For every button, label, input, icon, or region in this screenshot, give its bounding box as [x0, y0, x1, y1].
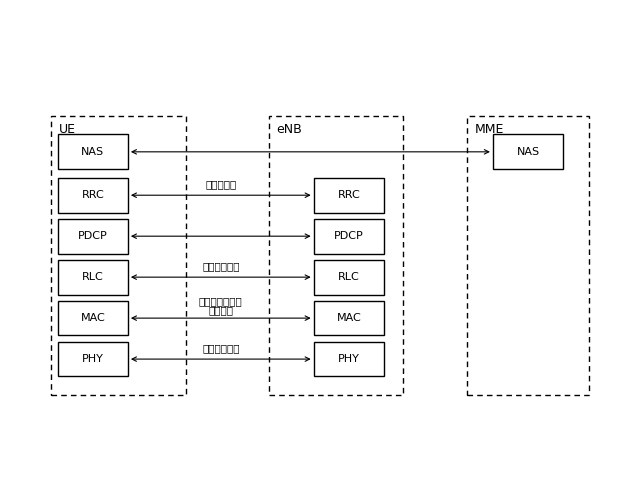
Text: 論理チャネル: 論理チャネル: [202, 261, 239, 271]
Bar: [58, 178, 128, 213]
Text: 無線ベアラ: 無線ベアラ: [205, 179, 236, 189]
Bar: [269, 116, 403, 395]
Bar: [314, 178, 384, 213]
Text: RRC: RRC: [81, 190, 104, 200]
Bar: [58, 342, 128, 376]
Bar: [493, 134, 563, 169]
Text: RRC: RRC: [337, 190, 360, 200]
Text: RLC: RLC: [338, 272, 360, 282]
Text: チャネル: チャネル: [208, 305, 234, 315]
Bar: [467, 116, 589, 395]
Bar: [58, 260, 128, 295]
Text: トランスポート: トランスポート: [199, 296, 243, 306]
Bar: [314, 301, 384, 335]
Text: NAS: NAS: [516, 147, 540, 157]
Text: MAC: MAC: [81, 313, 105, 323]
Bar: [314, 342, 384, 376]
Text: PHY: PHY: [338, 354, 360, 364]
Text: PDCP: PDCP: [78, 231, 108, 241]
Text: RLC: RLC: [82, 272, 104, 282]
Text: MME: MME: [475, 123, 504, 136]
Bar: [58, 134, 128, 169]
Bar: [314, 260, 384, 295]
Bar: [58, 301, 128, 335]
Bar: [314, 219, 384, 254]
Text: 物理チャネル: 物理チャネル: [202, 343, 239, 353]
Text: UE: UE: [59, 123, 76, 136]
Text: NAS: NAS: [81, 147, 104, 157]
Bar: [51, 116, 186, 395]
Text: MAC: MAC: [337, 313, 361, 323]
Text: PHY: PHY: [82, 354, 104, 364]
Bar: [58, 219, 128, 254]
Text: eNB: eNB: [276, 123, 302, 136]
Text: PDCP: PDCP: [334, 231, 364, 241]
